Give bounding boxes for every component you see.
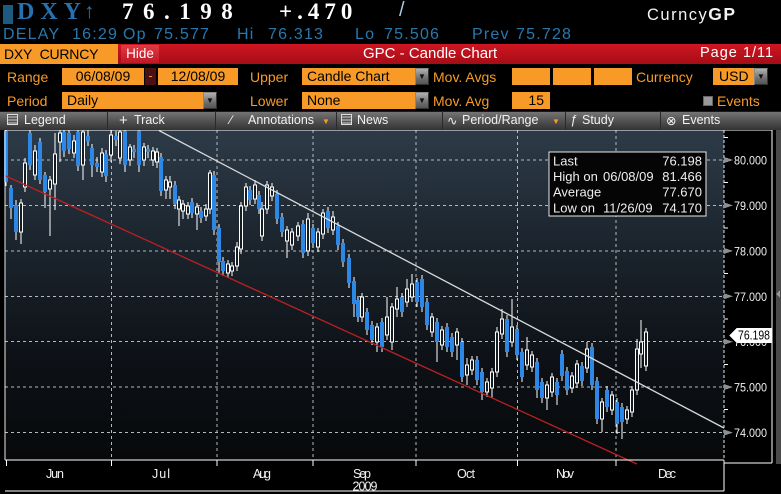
svg-text:Low on: Low on: [553, 200, 595, 215]
svg-text:81.466: 81.466: [662, 169, 702, 184]
svg-text:2009: 2009: [353, 480, 378, 494]
svg-text:74.000: 74.000: [734, 428, 767, 440]
svg-text:Aug: Aug: [253, 467, 271, 481]
svg-text:77.000: 77.000: [734, 292, 767, 304]
svg-text:75.000: 75.000: [734, 383, 767, 395]
svg-text:79.000: 79.000: [734, 201, 767, 213]
svg-text:80.000: 80.000: [734, 156, 767, 168]
svg-text:Sep: Sep: [353, 467, 371, 481]
svg-text:77.670: 77.670: [662, 185, 702, 200]
svg-text:78.000: 78.000: [734, 246, 767, 258]
svg-text:Oct: Oct: [457, 467, 476, 481]
svg-text:Last: Last: [553, 154, 578, 169]
svg-text:Jul: Jul: [152, 467, 170, 481]
svg-text:76.198: 76.198: [738, 329, 770, 343]
svg-text:Jun: Jun: [46, 467, 64, 481]
svg-text:High on: High on: [553, 169, 598, 184]
svg-text:11/26/09: 11/26/09: [603, 200, 653, 215]
svg-text:Average: Average: [553, 185, 601, 200]
svg-text:06/08/09: 06/08/09: [603, 169, 654, 184]
svg-text:76.198: 76.198: [662, 154, 702, 169]
svg-text:Nov: Nov: [556, 467, 575, 481]
svg-text:Dec: Dec: [658, 467, 676, 481]
svg-text:74.170: 74.170: [662, 200, 702, 215]
